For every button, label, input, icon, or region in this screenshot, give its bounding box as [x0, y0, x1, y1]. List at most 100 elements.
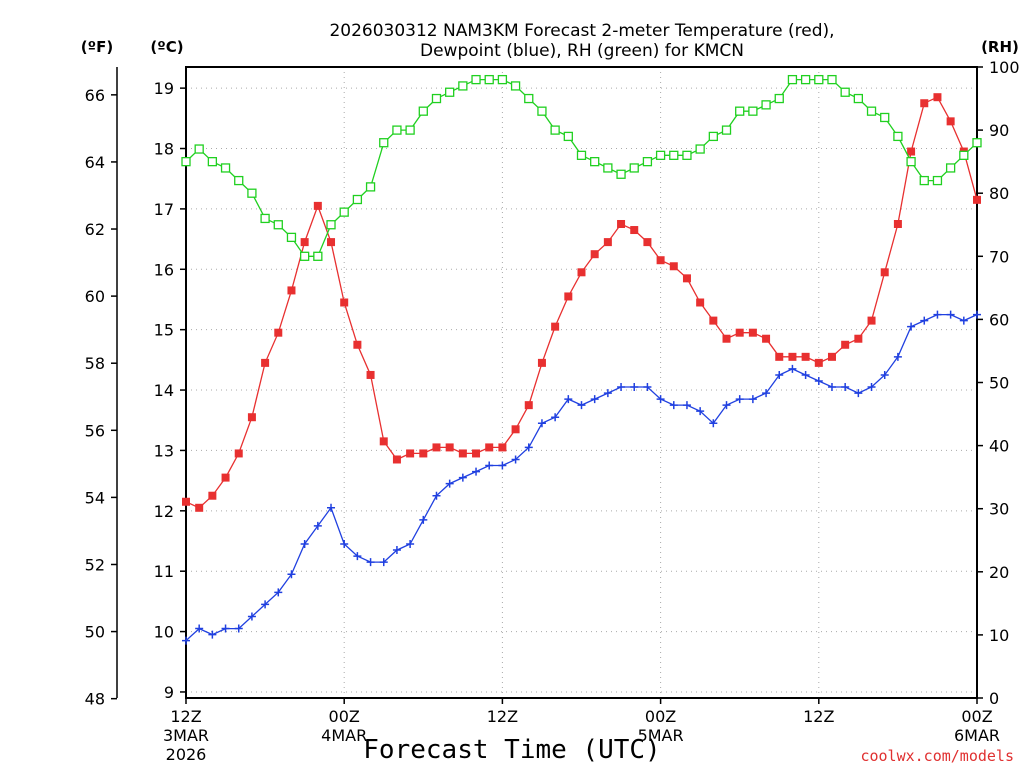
rh-point	[866, 106, 877, 116]
rh-point	[642, 156, 653, 167]
dewpoint-point	[274, 588, 283, 597]
rh-point	[919, 175, 929, 186]
rh-point	[510, 81, 521, 91]
2-meter-temperature-point	[656, 256, 665, 265]
dewpoint-point	[973, 310, 981, 319]
2-meter-temperature-point	[472, 449, 481, 458]
rh-point	[945, 163, 956, 173]
celsius-tick-label: 15	[154, 321, 174, 340]
dewpoint-point	[247, 612, 256, 621]
dewpoint-point	[959, 316, 968, 325]
2-meter-temperature-point	[973, 195, 981, 204]
2-meter-temperature-point	[511, 425, 520, 434]
dewpoint-point	[933, 310, 942, 319]
x-axis-title: Forecast Time (UTC)	[363, 735, 660, 765]
rh-point	[893, 131, 903, 142]
celsius-tick-label: 10	[154, 623, 174, 642]
dewpoint-point	[709, 419, 718, 428]
2-meter-temperature-point	[946, 117, 955, 126]
x-tick-label-time: 00Z	[329, 707, 360, 726]
rh-point	[299, 251, 310, 261]
dewpoint-point	[577, 401, 586, 410]
x-tick-label-time: 12Z	[170, 707, 201, 726]
dewpoint-point	[788, 364, 797, 373]
x-tick-label-time: 12Z	[487, 707, 518, 726]
dewpoint-point	[195, 624, 204, 633]
2-meter-temperature-point	[551, 322, 560, 331]
x-tick-label-year: 2026	[166, 745, 207, 764]
rh-point	[682, 150, 692, 160]
celsius-tick-label: 16	[154, 260, 174, 279]
2-meter-temperature-point	[195, 503, 204, 512]
rh-point	[787, 74, 798, 85]
2-meter-temperature-point	[261, 358, 270, 367]
dewpoint-point	[603, 389, 612, 398]
2-meter-temperature-point	[748, 328, 757, 337]
x-tick-label-date: 4MAR	[321, 726, 367, 745]
dewpoint-point	[537, 419, 546, 428]
2-meter-temperature-point	[735, 328, 744, 337]
grid-lines	[186, 67, 977, 698]
dewpoint-point	[221, 624, 230, 633]
dewpoint-point	[524, 443, 533, 452]
2-meter-temperature-point	[300, 238, 309, 247]
dewpoint-point	[880, 370, 889, 379]
dewpoint-point	[419, 515, 428, 524]
rh-point	[550, 125, 560, 135]
rh-point	[800, 74, 811, 85]
rh-tick-label: 30	[989, 500, 1009, 519]
rh-tick-label: 50	[989, 374, 1009, 393]
fahrenheit-unit-label: (ºF)	[81, 38, 113, 56]
rh-point	[959, 150, 969, 160]
dewpoint-point	[893, 352, 902, 361]
2-meter-temperature-point	[524, 401, 533, 410]
dewpoint-point	[353, 552, 362, 561]
rh-tick-label: 20	[989, 563, 1009, 582]
dewpoint-point	[234, 624, 243, 633]
dewpoint-point	[920, 316, 929, 325]
dewpoint-point	[379, 558, 388, 567]
2-meter-temperature-point	[827, 352, 836, 361]
dewpoint-point	[458, 473, 467, 482]
rh-tick-label: 10	[989, 626, 1009, 645]
rh-point	[313, 251, 323, 261]
2-meter-temperature-point	[617, 219, 626, 228]
dewpoint-point	[208, 630, 217, 639]
2-meter-temperature-point	[590, 250, 599, 259]
fahrenheit-tick-label: 54	[85, 488, 105, 507]
rh-unit-label: (RH)	[981, 38, 1019, 56]
2-meter-temperature-point	[419, 449, 428, 458]
dewpoint-point	[182, 636, 190, 645]
celsius-tick-label: 14	[154, 381, 174, 400]
fahrenheit-tick-label: 60	[85, 287, 105, 306]
rh-point	[273, 220, 283, 230]
rh-point	[471, 74, 481, 85]
rh-point	[392, 125, 402, 135]
2-meter-temperature-point	[880, 268, 889, 277]
2-meter-temperature-point	[577, 268, 586, 277]
rh-point	[880, 112, 890, 123]
2-meter-temperature-point	[340, 298, 349, 307]
dewpoint-point	[392, 546, 401, 555]
dewpoint-point	[841, 383, 850, 392]
rh-point	[932, 175, 943, 186]
dewpoint-point	[748, 395, 757, 404]
x-tick-label-time: 00Z	[645, 707, 676, 726]
2-meter-temperature-point	[801, 352, 810, 361]
rh-point	[590, 156, 600, 167]
rh-point	[405, 125, 415, 135]
2-meter-temperature-point	[392, 455, 401, 464]
celsius-unit-label: (ºC)	[150, 38, 183, 56]
axes: 48 50 52 54 56 58 60 62 64 66 9 10 11 12 13 14 15 16 17 18 1…	[85, 58, 1020, 764]
chart-title-line2: Dewpoint (blue), RH (green) for KMCN	[420, 41, 744, 61]
celsius-tick-label: 18	[154, 140, 174, 159]
dewpoint-point	[327, 503, 336, 512]
dewpoint-point	[432, 491, 441, 500]
2-meter-temperature-point	[182, 497, 190, 506]
rh-point	[445, 87, 455, 97]
dewpoint-point	[300, 540, 309, 549]
rh-point	[260, 213, 270, 224]
data-series	[181, 74, 982, 645]
2-meter-temperature-point	[537, 358, 546, 367]
rh-point	[181, 156, 191, 167]
